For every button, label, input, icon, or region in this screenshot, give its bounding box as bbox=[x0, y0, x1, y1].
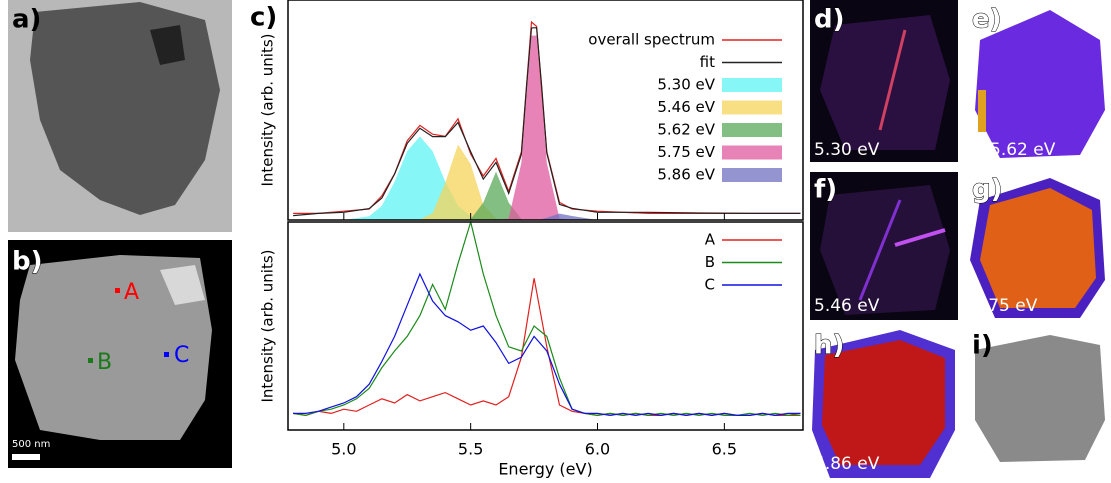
x-tick-label: 5.5 bbox=[458, 440, 483, 459]
panel-label: i) bbox=[972, 331, 993, 361]
panel-label: e) bbox=[972, 5, 1002, 35]
point-label: A bbox=[124, 280, 139, 305]
line bbox=[293, 278, 801, 417]
colorbar bbox=[978, 90, 986, 132]
legend-swatch bbox=[722, 145, 782, 160]
panel-label: f) bbox=[814, 175, 837, 205]
legend-label: 5.75 eV bbox=[657, 143, 715, 161]
legend-label: 5.46 eV bbox=[657, 98, 715, 116]
map-energy: 5.46 eV bbox=[814, 296, 880, 316]
legend-label: 5.62 eV bbox=[657, 121, 715, 139]
map-energy: 5.86 eV bbox=[814, 454, 880, 474]
legend-label: B bbox=[705, 253, 715, 271]
panel-label: d) bbox=[814, 5, 845, 35]
map-feature bbox=[894, 228, 946, 247]
scale-bar-label: 500 nm bbox=[974, 460, 1005, 469]
map-energy: 5.62 eV bbox=[990, 140, 1056, 160]
point-label: B bbox=[97, 350, 112, 375]
x-tick-label: 5.0 bbox=[331, 440, 356, 459]
legend-swatch bbox=[722, 78, 782, 92]
scale-bar bbox=[12, 454, 40, 460]
flake-map bbox=[820, 185, 950, 315]
x-tick-label: 6.5 bbox=[712, 440, 737, 459]
flake-i bbox=[975, 335, 1105, 462]
point-marker bbox=[88, 358, 93, 363]
flake-detail bbox=[150, 25, 185, 65]
plot-frame bbox=[287, 221, 804, 431]
panel-label: b) bbox=[12, 247, 43, 277]
plot-frame bbox=[287, 0, 804, 221]
map-energy: 5.30 eV bbox=[814, 140, 880, 160]
map-feature bbox=[858, 199, 902, 301]
flake-map bbox=[820, 15, 950, 150]
flake-map bbox=[975, 10, 1105, 158]
legend-label: overall spectrum bbox=[588, 31, 715, 49]
y-axis-label: Intensity (arb. units) bbox=[259, 33, 277, 186]
line bbox=[293, 27, 801, 217]
legend-label: C bbox=[705, 276, 715, 294]
legend-swatch bbox=[722, 168, 782, 182]
x-axis-label: Energy (eV) bbox=[498, 460, 592, 479]
point-marker bbox=[164, 352, 169, 357]
panel-label: g) bbox=[972, 175, 1003, 205]
flake-detail bbox=[160, 265, 205, 305]
point-label: C bbox=[174, 343, 189, 368]
scale-bar bbox=[974, 470, 990, 474]
map-energy: 5.75 eV bbox=[972, 296, 1038, 316]
flake-b bbox=[15, 255, 212, 440]
legend-swatch bbox=[722, 123, 782, 137]
line bbox=[293, 219, 801, 417]
legend-label: 5.86 eV bbox=[657, 166, 715, 184]
panel-label: h) bbox=[814, 331, 844, 361]
area bbox=[293, 213, 801, 220]
flake-map bbox=[822, 340, 945, 465]
legend-swatch bbox=[722, 100, 782, 115]
flake-map bbox=[980, 188, 1096, 308]
y-axis-label: Intensity (arb. units) bbox=[259, 249, 277, 402]
x-tick-label: 6.0 bbox=[585, 440, 610, 459]
point-marker bbox=[115, 288, 120, 293]
legend-label: fit bbox=[700, 53, 715, 71]
area bbox=[293, 35, 801, 220]
line bbox=[293, 272, 801, 417]
panel-label: a) bbox=[12, 5, 41, 35]
area bbox=[293, 136, 801, 220]
panel-label: c) bbox=[250, 3, 277, 33]
legend-label: 5.30 eV bbox=[657, 76, 715, 94]
map-feature bbox=[878, 29, 907, 131]
legend-label: A bbox=[705, 231, 716, 249]
scale-bar-label: 500 nm bbox=[12, 439, 50, 450]
